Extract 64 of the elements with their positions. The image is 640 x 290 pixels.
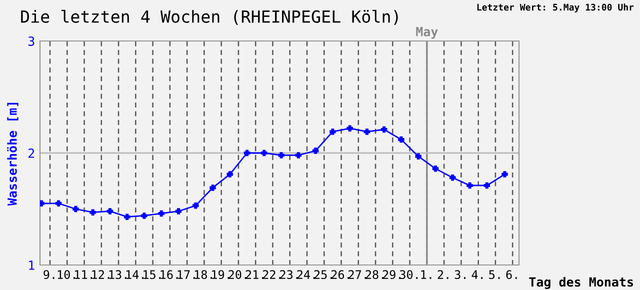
point [502, 171, 508, 178]
point [226, 171, 234, 178]
x-tick-label: 12. [92, 270, 110, 279]
point [398, 136, 404, 143]
point [72, 206, 79, 212]
x-tick-label: 4. [472, 270, 483, 279]
y-tick-label: 3 [28, 36, 34, 46]
text: Letzter Wert: 5.May 13:00 Uhr [477, 4, 634, 12]
point [175, 208, 182, 214]
point [158, 210, 164, 217]
chart-title: Die letzten 4 Wochen (RHEINPEGEL Köln) [21, 10, 398, 25]
x-tick-label: 25. [314, 270, 332, 280]
x-tick-label: 6. [506, 270, 517, 280]
x-tick-label: 28. [366, 270, 384, 280]
point [449, 174, 456, 181]
x-tick-label: 2. [438, 270, 448, 279]
x-tick-label: 16. [160, 270, 178, 280]
point [364, 128, 370, 135]
x-tick-label: 11. [75, 270, 92, 279]
ref-line-label: May [416, 27, 438, 39]
point [380, 126, 388, 133]
x-tick-label: 21. [246, 270, 264, 279]
x-tick-label: 3. [454, 270, 466, 280]
point [346, 125, 353, 132]
point [484, 182, 490, 189]
point [90, 209, 96, 216]
point [330, 128, 336, 135]
x-tick-label: 29. [382, 270, 400, 280]
x-tick-label: 13. [109, 270, 126, 280]
point [295, 152, 302, 158]
point [106, 208, 114, 214]
y-tick-label: 1 [29, 260, 34, 270]
x-tick-label: 10. [58, 270, 75, 280]
y-axis-title: Wasserhöhe [m] [7, 102, 18, 206]
x-tick-label: 15. [144, 270, 161, 280]
point [466, 182, 473, 189]
x-tick-label: 23. [280, 270, 298, 280]
point [192, 202, 199, 209]
x-tick-label: 5. [489, 270, 500, 280]
point [141, 212, 148, 219]
point [415, 153, 422, 160]
point [312, 148, 319, 154]
point [278, 152, 284, 158]
point [244, 150, 250, 156]
point [55, 200, 62, 207]
x-tick-label: 22. [262, 270, 281, 279]
x-tick-label: 30. [400, 270, 418, 280]
x-tick-label: 1. [421, 270, 432, 279]
point [124, 214, 130, 220]
y-tick-label: 2 [28, 148, 34, 158]
point [432, 166, 439, 172]
x-tick-label: 26. [331, 270, 350, 280]
x-tick-label: 9. [44, 270, 54, 280]
x-tick-label: 24. [297, 270, 315, 279]
x-tick-label: 27. [348, 270, 366, 279]
x-tick-label: 20. [228, 270, 246, 280]
x-tick-label: 17. [178, 270, 195, 279]
x-axis-title: Tag des Monats [529, 276, 633, 290]
point [40, 200, 45, 207]
x-tick-label: 18. [194, 270, 212, 280]
point [261, 150, 268, 156]
point [210, 184, 216, 191]
x-tick-label: 14. [126, 270, 144, 279]
x-tick-label: 19. [212, 270, 230, 280]
